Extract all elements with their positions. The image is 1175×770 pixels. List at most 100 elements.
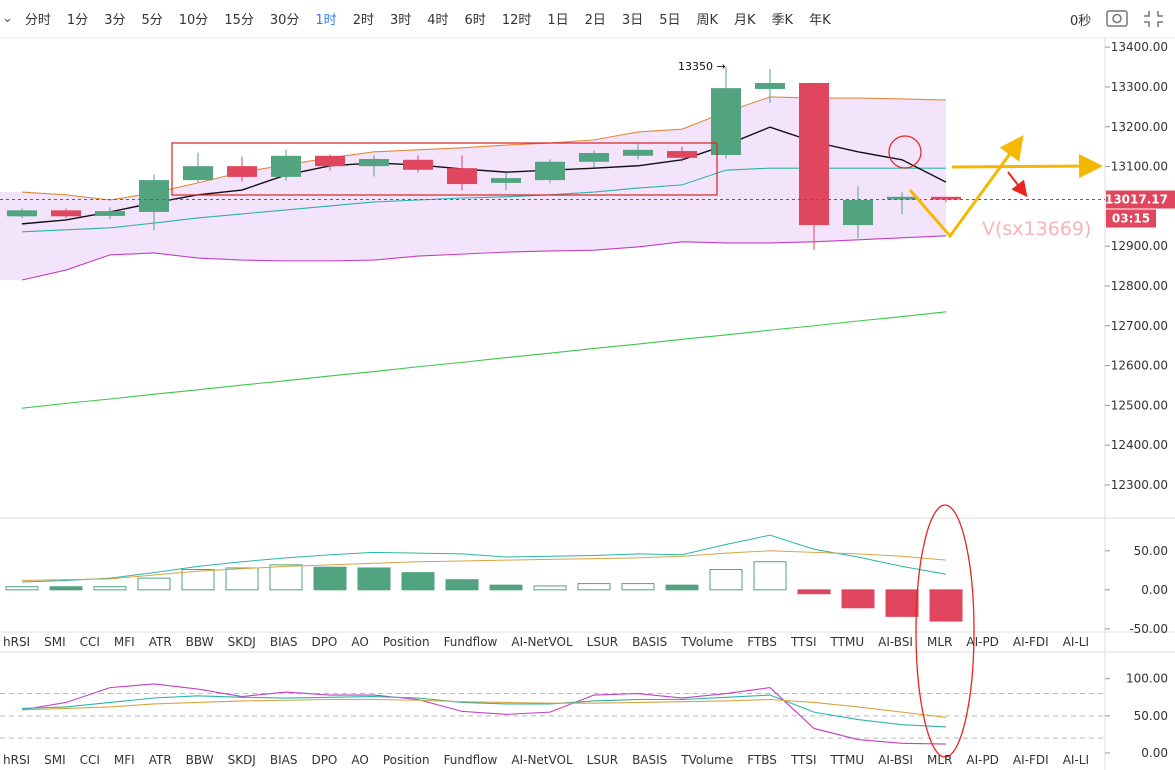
interval-button[interactable]: 30分 xyxy=(269,13,300,28)
ellipse-drawing xyxy=(915,504,975,758)
interval-button[interactable]: 3日 xyxy=(621,13,644,28)
indicator-tab[interactable]: MLR xyxy=(926,635,953,649)
candle-body xyxy=(95,211,125,216)
indicator-tab[interactable]: AI-BSI xyxy=(878,753,913,767)
interval-button[interactable]: 月K xyxy=(734,13,756,28)
histogram-bar xyxy=(269,564,303,591)
interval-button[interactable]: 1日 xyxy=(547,13,569,28)
indicator-tab[interactable]: LSUR xyxy=(586,753,619,767)
indicator-tab[interactable]: BASIS xyxy=(632,753,668,767)
interval-button[interactable]: 5日 xyxy=(659,13,681,28)
indicator-tab[interactable]: BIAS xyxy=(269,753,298,767)
indicator-line xyxy=(21,96,947,201)
indicator-tab[interactable]: TTMU xyxy=(830,635,865,649)
expand-icon[interactable] xyxy=(1144,11,1163,27)
histogram-bar xyxy=(885,589,919,617)
interval-button[interactable]: 年K xyxy=(809,13,831,28)
indicator-tab[interactable]: SKDJ xyxy=(227,635,256,649)
indicator-tab[interactable]: MFI xyxy=(113,753,135,767)
y-tick-label: 12800.00 xyxy=(1111,279,1168,293)
histogram-bar xyxy=(797,589,831,595)
camera-icon[interactable] xyxy=(1106,10,1128,27)
candle-body xyxy=(315,155,345,167)
interval-button[interactable]: 5分 xyxy=(141,13,163,28)
indicator-tab[interactable]: TVolume xyxy=(681,635,734,649)
indicator-tab[interactable]: AI-NetVOL xyxy=(511,635,573,649)
indicator-tab[interactable]: FTBS xyxy=(747,635,777,649)
indicator-tab[interactable]: TTSI xyxy=(790,753,817,767)
indicator-tab[interactable]: AI-FDI xyxy=(1012,753,1049,767)
interval-button[interactable]: 4时 xyxy=(427,13,449,28)
indicator-tab[interactable]: Fundflow xyxy=(443,635,498,649)
histogram-bar xyxy=(929,589,963,622)
indicator-tab[interactable]: DPO xyxy=(311,635,338,649)
interval-button[interactable]: 3分 xyxy=(104,13,126,28)
indicator-tab[interactable]: hRSI xyxy=(3,635,31,649)
indicator-tab[interactable]: AI-FDI xyxy=(1012,635,1049,649)
indicator-tab[interactable]: BASIS xyxy=(632,635,668,649)
indicator-tab[interactable]: FTBS xyxy=(747,753,777,767)
interval-button[interactable]: 2日 xyxy=(584,13,606,28)
indicator-tab[interactable]: BBW xyxy=(185,753,214,767)
histogram-bar xyxy=(225,567,259,591)
histogram-bar xyxy=(577,583,611,591)
candle-body xyxy=(183,166,213,181)
indicator-tab[interactable]: FR xyxy=(1096,635,1101,649)
interval-button[interactable]: 10分 xyxy=(178,13,209,28)
interval-button[interactable]: 15分 xyxy=(224,13,254,28)
indicator-tab[interactable]: CCI xyxy=(79,753,100,767)
histogram-bar xyxy=(665,584,699,591)
indicator-tab[interactable]: SMI xyxy=(44,635,66,649)
indicator-tab[interactable]: AI-BSI xyxy=(878,635,913,649)
indicator-tab[interactable]: Fundflow xyxy=(443,753,498,767)
histogram-bar xyxy=(709,569,743,591)
indicator-tab[interactable]: AI-LI xyxy=(1062,753,1089,767)
indicator-tab[interactable]: SKDJ xyxy=(227,753,256,767)
indicator-line xyxy=(21,698,947,718)
indicator-tab[interactable]: CCI xyxy=(79,635,100,649)
indicator-tab[interactable]: TTSI xyxy=(790,635,817,649)
indicator-tab[interactable]: AI-PD xyxy=(966,753,999,767)
indicator-tab[interactable]: BBW xyxy=(185,635,214,649)
indicator-tab[interactable]: TVolume xyxy=(681,753,734,767)
interval-button[interactable]: 6时 xyxy=(464,13,486,28)
indicator-tab[interactable]: DPO xyxy=(311,753,338,767)
y-tick-label: 13100.00 xyxy=(1111,160,1168,174)
indicator-tab[interactable]: LSUR xyxy=(586,635,619,649)
candle-body xyxy=(535,161,565,181)
histogram-bar xyxy=(489,584,523,591)
indicator-tab[interactable]: AO xyxy=(351,753,369,767)
indicator-tab[interactable]: AI-LI xyxy=(1062,635,1089,649)
indicator-tab[interactable]: BIAS xyxy=(269,635,298,649)
indicator-tab[interactable]: ATR xyxy=(148,753,172,767)
indicator-tab[interactable]: MLR xyxy=(926,753,953,767)
y-tick-label: 100.00 xyxy=(1126,672,1168,686)
indicator-tab[interactable]: AI-PD xyxy=(966,635,999,649)
interval-button[interactable]: 1时 xyxy=(315,13,337,28)
interval-button[interactable]: 周K xyxy=(696,13,719,28)
interval-button[interactable]: 季K xyxy=(771,13,794,28)
interval-button[interactable]: 3时 xyxy=(389,13,412,28)
indicator-tab[interactable]: MFI xyxy=(113,635,135,649)
y-tick-label: 50.00 xyxy=(1134,544,1168,558)
candle-body xyxy=(711,88,741,156)
sub-panel xyxy=(0,683,1105,745)
interval-button[interactable]: 2时 xyxy=(352,13,374,28)
indicator-tab[interactable]: hRSI xyxy=(3,753,31,767)
countdown-box xyxy=(1106,209,1156,228)
indicator-tab[interactable]: AI-NetVOL xyxy=(511,753,573,767)
drawings xyxy=(171,135,1103,758)
indicator-tabs: hRSI SMI CCI MFI ATR BBW SKDJ BIAS DPO AO Position… xyxy=(0,750,1101,770)
indicator-tab[interactable]: AO xyxy=(351,635,369,649)
indicator-tab[interactable]: TTMU xyxy=(830,753,865,767)
interval-button[interactable]: 12时 xyxy=(501,13,532,28)
indicator-tab[interactable]: SMI xyxy=(44,753,66,767)
interval-button[interactable]: 1分 xyxy=(66,13,89,28)
indicator-tab[interactable]: ATR xyxy=(148,635,172,649)
interval-button[interactable]: 分时 xyxy=(24,13,51,28)
indicator-tab[interactable]: Position xyxy=(382,753,430,767)
indicator-tab[interactable]: FR xyxy=(1096,753,1101,767)
collapse-icon[interactable]: ⌄ xyxy=(2,11,13,26)
box-drawing xyxy=(171,142,718,196)
indicator-tab[interactable]: Position xyxy=(382,635,430,649)
